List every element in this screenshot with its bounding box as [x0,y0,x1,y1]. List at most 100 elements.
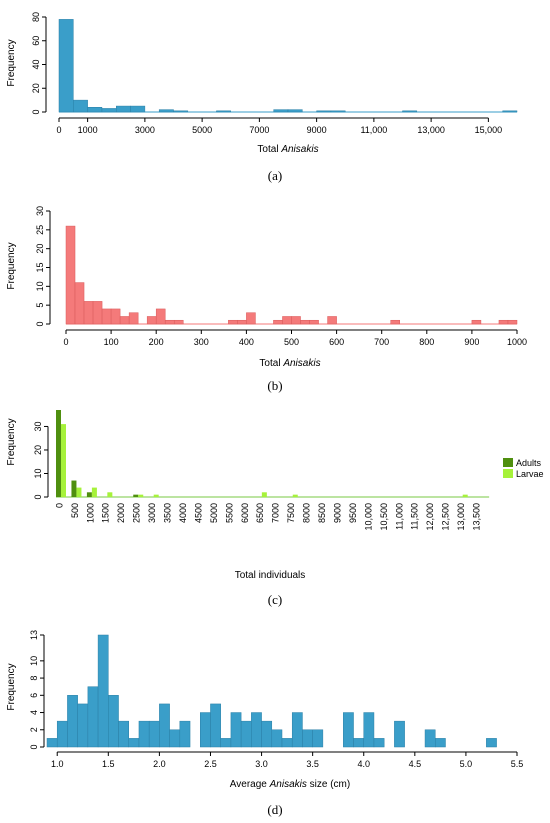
histogram-bar-larvae [107,492,113,497]
histogram-bar [498,319,509,325]
y-tick-label: 0 [29,744,39,749]
y-tick-label: 0 [31,109,41,114]
histogram-bar-adults [56,410,61,497]
histogram-bar [230,712,242,748]
histogram-bar [118,720,129,748]
x-tick-label: 4500 [193,503,203,523]
y-axis-label: Frequency [6,663,17,710]
histogram-bar-larvae [138,494,144,497]
histogram-bar [281,738,293,748]
y-tick-label: 40 [31,59,41,69]
histogram-bar [173,110,189,113]
x-tick-label: 600 [329,337,344,347]
histogram-panel-a: Frequency Total Anisakis (a) 0 20 40 60 80 0 1… [6,12,518,183]
histogram-bar-larvae [76,487,82,497]
x-tick-label: 6500 [255,503,265,523]
x-tick-label: 700 [374,337,389,347]
histogram-bar [302,729,313,748]
histogram-bar [77,703,89,748]
x-tick-label: 11,000 [394,503,404,530]
y-tick-label: 0 [33,494,43,499]
x-tick-label: 100 [104,337,119,347]
histogram-bar [56,720,68,748]
x-tick-label: 2.5 [204,759,217,769]
histogram-bar [169,729,181,748]
x-tick-label: 0 [63,337,68,347]
histogram-bar [291,712,303,748]
y-tick-label: 10 [33,468,43,478]
histogram-bar [173,319,184,325]
x-tick-label: 13,000 [456,503,466,531]
x-tick-label: 9000 [307,125,327,135]
x-tick-label: 12,000 [425,503,435,531]
histogram-bar [502,110,518,113]
histogram-bar [251,712,262,748]
histogram-bar [486,738,497,748]
x-axis-label: Total individuals [235,570,306,581]
x-tick-label: 0 [56,125,61,135]
x-tick-label: 3500 [163,503,173,523]
x-tick-label: 3.5 [306,759,319,769]
histogram-bar [65,225,76,325]
y-tick-label: 30 [35,206,45,216]
y-axis-label: Frequency [6,242,17,289]
x-tick-label: 5000 [192,125,212,135]
histogram-bar [179,720,191,748]
x-tick-label: 5500 [224,503,234,523]
x-tick-label: 1.5 [102,759,115,769]
x-tick-label: 500 [284,337,299,347]
panel-label-d: (d) [267,802,282,817]
x-tick-label: 1000 [85,503,95,523]
histogram-bar [101,108,117,113]
histogram-bar [155,308,166,325]
panel-label-c: (c) [268,592,282,607]
x-tick-label: 300 [194,337,209,347]
x-tick-label: 3.0 [255,759,268,769]
histogram-bar-adults [86,492,92,497]
histogram-bar [216,110,231,113]
x-tick-label: 400 [239,337,254,347]
histogram-bar [228,319,238,325]
x-tick-label: 5.5 [511,759,524,769]
y-tick-label: 20 [35,244,45,254]
x-tick-label: 7000 [249,125,269,135]
y-tick-label: 5 [35,303,45,308]
histogram-bar [261,720,273,748]
x-tick-label: 13,500 [472,503,482,531]
histogram-bar [87,107,103,113]
y-tick-label: 8 [29,676,39,681]
histogram-bar [101,308,112,325]
histogram-bar [240,720,252,748]
legend-label-larvae: Larvae [516,469,544,479]
histogram-bar-larvae [462,494,468,497]
histogram-bar [373,738,385,748]
histogram-bar [92,301,103,325]
histogram-bar [390,319,400,325]
histogram-panel-d: Frequency Average Anisakis size (cm) (d)… [6,630,523,817]
histogram-bar [148,720,160,748]
histogram-bar [116,105,131,113]
histogram-bar [237,319,247,325]
histogram-panel-c: Frequency Total individuals (c) 0 500 1000… [6,410,544,607]
x-tick-label: 11,500 [410,503,420,530]
x-tick-label: 200 [149,337,164,347]
histogram-bar [287,109,303,113]
histogram-bar [471,319,482,325]
x-tick-label: 4.0 [357,759,370,769]
histogram-bar [159,703,170,748]
histogram-bar [300,319,310,325]
x-tick-label: 3000 [147,503,157,523]
x-tick-label: 8000 [302,503,312,523]
histogram-bar [273,109,289,113]
histogram-bar [327,316,337,325]
y-axis-label: Frequency [6,39,17,86]
histogram-bar [394,720,405,748]
x-axis-label: Total Anisakis [259,358,320,369]
y-tick-label: 0 [35,321,45,326]
x-tick-label: 8500 [317,503,327,523]
histogram-bar [291,316,301,325]
y-tick-label: 15 [35,262,45,272]
x-tick-label: 2000 [116,503,126,523]
x-tick-label: 10,000 [363,503,373,531]
histogram-bar [67,695,78,748]
